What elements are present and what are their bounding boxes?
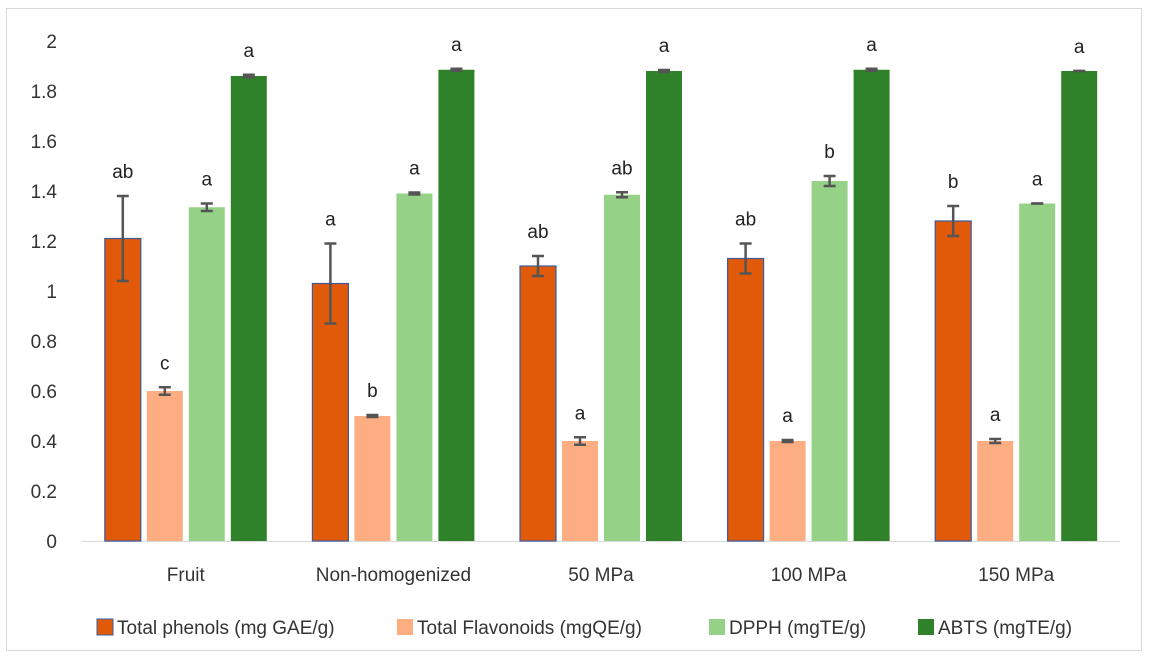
- bar: [646, 71, 682, 541]
- significance-letter: a: [451, 35, 462, 56]
- legend-label: ABTS (mgTE/g): [938, 618, 1072, 639]
- legend-label: Total Flavonoids (mgQE/g): [417, 618, 642, 639]
- significance-letter: b: [367, 381, 378, 402]
- legend-swatch: [918, 619, 934, 635]
- significance-letter: a: [244, 41, 255, 62]
- x-tick-label: 100 MPa: [771, 565, 847, 586]
- significance-letter: b: [948, 172, 959, 193]
- x-tick-label: 150 MPa: [978, 565, 1054, 586]
- y-tick-label: 1.4: [31, 182, 58, 203]
- bar: [726, 257, 765, 542]
- bar: [354, 416, 391, 541]
- significance-letter: ab: [735, 210, 756, 231]
- y-tick-label: 1.6: [31, 132, 57, 153]
- y-tick-label: 0.8: [31, 332, 57, 353]
- bar: [146, 391, 183, 541]
- y-tick-label: 2: [46, 32, 57, 53]
- legend: Total phenols (mg GAE/g) Total Flavonoids…: [96, 618, 1072, 639]
- x-tick-label: 50 MPa: [568, 565, 634, 586]
- bar: [769, 441, 806, 541]
- significance-letter: a: [325, 210, 336, 231]
- y-tick-label: 1.8: [31, 82, 57, 103]
- significance-letter: a: [866, 35, 877, 56]
- y-tick-label: 1.2: [31, 232, 57, 253]
- legend-label: Total phenols (mg GAE/g): [117, 618, 335, 639]
- significance-letter: a: [782, 406, 793, 427]
- bar: [811, 181, 848, 541]
- significance-letter: a: [990, 405, 1001, 426]
- bar: [1061, 71, 1098, 541]
- bar: [438, 69, 475, 541]
- y-axis-ticks: 0 0.2 0.4 0.6 0.8 1 1.2 1.4 1.6 1.8 2: [31, 32, 58, 553]
- significance-letter: a: [575, 403, 586, 424]
- x-axis-ticks: Fruit Non-homogenized 50 MPa 100 MPa 150 MPa: [167, 565, 1055, 586]
- y-tick-label: 1: [46, 282, 57, 303]
- bar: [519, 265, 557, 542]
- significance-letter: a: [202, 170, 213, 191]
- x-tick-label: Non-homogenized: [316, 565, 471, 586]
- bar: [604, 194, 640, 541]
- significance-letter: a: [409, 159, 420, 180]
- significance-letter: c: [160, 353, 170, 374]
- significance-letter: a: [1032, 170, 1043, 191]
- x-tick-label: Fruit: [167, 565, 206, 586]
- legend-swatch: [96, 618, 114, 636]
- significance-letter: b: [824, 142, 835, 163]
- bar: [230, 76, 267, 541]
- significance-letter: ab: [611, 158, 632, 179]
- y-tick-label: 0.6: [31, 382, 57, 403]
- bar: [104, 237, 142, 542]
- bar: [853, 69, 890, 541]
- legend-swatch: [397, 619, 413, 635]
- y-tick-label: 0.4: [31, 432, 58, 453]
- significance-letter: ab: [112, 162, 133, 183]
- y-tick-label: 0: [46, 532, 57, 553]
- bar: [562, 441, 598, 541]
- legend-swatch: [709, 619, 725, 635]
- legend-label: DPPH (mgTE/g): [729, 618, 866, 639]
- bar: [977, 441, 1014, 541]
- y-tick-label: 0.2: [31, 482, 57, 503]
- bar: [188, 207, 225, 541]
- bar: [311, 282, 349, 542]
- bar: [934, 220, 972, 542]
- bar: [396, 193, 433, 541]
- significance-letter: ab: [527, 222, 548, 243]
- significance-letter: a: [1074, 37, 1085, 58]
- significance-letter: a: [659, 36, 670, 57]
- bar: [1019, 203, 1056, 541]
